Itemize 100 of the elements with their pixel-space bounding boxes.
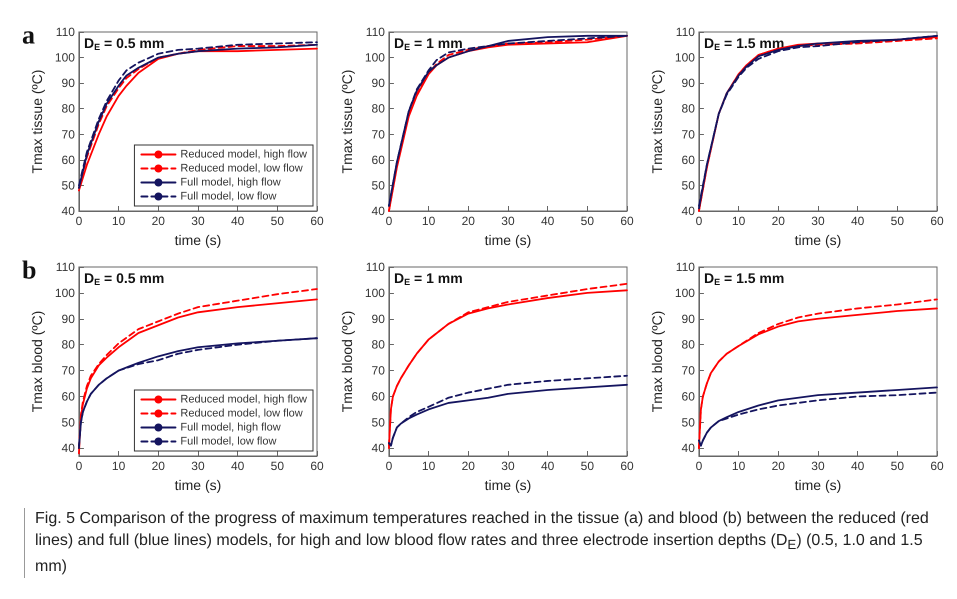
x-tick-label: 40 <box>540 459 555 473</box>
x-tick-label: 60 <box>620 459 634 473</box>
legend-label: Reduced model, low flow <box>180 162 303 174</box>
y-axis-title: Tmax blood (ºC) <box>649 310 665 412</box>
y-tick-label: 70 <box>372 364 386 378</box>
y-tick-label: 50 <box>682 178 696 192</box>
x-tick-label: 20 <box>152 459 166 473</box>
y-tick-label: 80 <box>62 338 76 352</box>
y-tick-label: 80 <box>372 338 386 352</box>
x-tick-label: 40 <box>230 214 245 228</box>
x-tick-label: 10 <box>422 459 436 473</box>
y-tick-label: 80 <box>62 102 76 116</box>
y-tick-label: 80 <box>372 102 386 116</box>
y-tick-label: 70 <box>62 364 76 378</box>
y-axis-title: Tmax tissue (ºC) <box>649 70 665 174</box>
x-tick-label: 30 <box>811 459 825 473</box>
y-tick-label: 110 <box>676 25 696 39</box>
x-tick-label: 30 <box>501 214 515 228</box>
x-tick-label: 50 <box>580 459 594 473</box>
y-tick-label: 90 <box>372 312 386 326</box>
y-tick-label: 110 <box>56 260 76 274</box>
y-tick-label: 60 <box>62 389 76 404</box>
y-tick-label: 70 <box>682 127 696 142</box>
x-tick-label: 40 <box>850 459 865 473</box>
x-tick-label: 10 <box>112 459 126 473</box>
chart-title: a <box>22 20 35 50</box>
y-tick-label: 40 <box>62 204 76 218</box>
y-tick-label: 100 <box>674 50 696 65</box>
y-tick-label: 70 <box>682 364 696 378</box>
x-tick-label: 40 <box>540 214 555 228</box>
y-tick-label: 90 <box>62 76 76 90</box>
y-axis-title: Tmax tissue (ºC) <box>29 70 45 174</box>
y-tick-label: 50 <box>62 415 76 430</box>
text: Fig. 5 Comparison of the progress of maximum temperatures reached in the tissue (a) and blood (b) between the reduced (red lines) and full (blue lines) models, for high and low blood flow rates and three electrode insertion depths (D$_{E}$) (0.5, 1.0 and 1.5 mm) <box>35 510 929 576</box>
y-tick-label: 50 <box>372 178 386 192</box>
x-axis-title: time (s) <box>174 232 222 248</box>
x-tick-label: 10 <box>732 214 746 228</box>
legend-label: Full model, high flow <box>180 422 281 434</box>
x-tick-label: 50 <box>270 214 284 228</box>
x-tick-label: 20 <box>462 459 476 473</box>
y-tick-label: 50 <box>62 178 76 192</box>
x-axis-title: time (s) <box>484 232 532 248</box>
x-tick-label: 40 <box>230 459 245 473</box>
x-tick-label: 50 <box>890 459 904 473</box>
legend-label: Full model, low flow <box>180 436 276 448</box>
y-tick-label: 50 <box>682 415 696 430</box>
y-tick-label: 110 <box>366 25 386 39</box>
x-tick-label: 40 <box>850 214 865 228</box>
y-axis-title: Tmax blood (ºC) <box>339 310 355 412</box>
x-tick-label: 20 <box>772 214 786 228</box>
x-tick-label: 10 <box>112 214 126 228</box>
y-tick-label: 60 <box>682 152 696 167</box>
x-tick-label: 10 <box>732 459 746 473</box>
x-tick-label: 60 <box>620 214 634 228</box>
x-tick-label: 30 <box>191 459 205 473</box>
y-tick-label: 40 <box>372 204 386 218</box>
legend-label: Full model, low flow <box>180 190 276 202</box>
y-tick-label: 110 <box>366 260 386 274</box>
x-tick-label: 30 <box>811 214 825 228</box>
legend-label: Full model, high flow <box>180 176 281 188</box>
x-tick-label: 20 <box>462 214 476 228</box>
y-tick-label: 40 <box>62 441 76 456</box>
y-tick-label: 100 <box>364 286 386 300</box>
y-tick-label: 110 <box>676 260 696 274</box>
x-axis-title: time (s) <box>794 232 842 248</box>
x-axis-title: time (s) <box>794 477 842 493</box>
legend-label: Reduced model, low flow <box>180 408 303 420</box>
legend-label: Reduced model, high flow <box>180 394 308 406</box>
x-tick-label: 30 <box>501 459 515 473</box>
y-axis-title: Tmax tissue (ºC) <box>339 70 355 174</box>
y-tick-label: 60 <box>62 152 76 167</box>
y-tick-label: 40 <box>372 441 386 456</box>
x-tick-label: 0 <box>76 214 83 228</box>
y-tick-label: 80 <box>682 102 696 116</box>
x-tick-label: 0 <box>696 214 703 228</box>
chart-title: b <box>22 256 36 284</box>
y-tick-label: 60 <box>372 389 386 404</box>
x-tick-label: 20 <box>152 214 166 228</box>
y-tick-label: 90 <box>372 76 386 90</box>
x-tick-label: 50 <box>580 214 594 228</box>
x-tick-label: 60 <box>930 459 944 473</box>
y-tick-label: 90 <box>682 312 696 326</box>
x-tick-label: 0 <box>696 459 703 473</box>
x-tick-label: 60 <box>930 214 944 228</box>
x-tick-label: 50 <box>890 214 904 228</box>
y-tick-label: 70 <box>62 127 76 142</box>
y-tick-label: 110 <box>56 25 76 39</box>
y-tick-label: 50 <box>372 415 386 430</box>
y-tick-label: 40 <box>682 441 696 456</box>
y-tick-label: 40 <box>682 204 696 218</box>
legend-label: Reduced model, high flow <box>180 148 308 160</box>
x-tick-label: 60 <box>310 214 324 228</box>
x-axis-title: time (s) <box>484 477 532 493</box>
x-tick-label: 10 <box>422 214 436 228</box>
y-tick-label: 70 <box>372 127 386 142</box>
x-tick-label: 0 <box>386 214 393 228</box>
x-tick-label: 60 <box>310 459 324 473</box>
x-tick-label: 50 <box>270 459 284 473</box>
y-tick-label: 60 <box>682 389 696 404</box>
y-axis-title: Tmax blood (ºC) <box>29 310 45 412</box>
